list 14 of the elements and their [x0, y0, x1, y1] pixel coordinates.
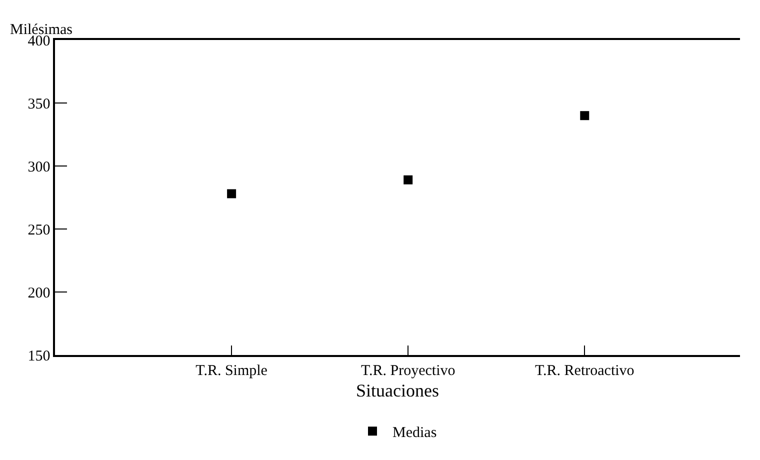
x-tick-label: T.R. Retroactivo — [535, 362, 634, 379]
x-axis-title: Situaciones — [356, 380, 439, 400]
y-tick-label: 250 — [28, 222, 50, 238]
point — [580, 111, 590, 120]
point — [227, 189, 236, 198]
x-tick-label: T.R. Proyectivo — [360, 362, 456, 379]
y-tick-label: 300 — [28, 159, 50, 176]
x-tick-label: T.R. Simple — [196, 362, 268, 379]
y-tick-label: 350 — [28, 96, 50, 112]
y-tick-label: 200 — [28, 285, 50, 302]
y-tick-label: 150 — [28, 348, 50, 364]
y-tick-label: 400 — [28, 33, 50, 50]
legend-label: Medias — [392, 424, 437, 441]
point — [404, 175, 413, 184]
